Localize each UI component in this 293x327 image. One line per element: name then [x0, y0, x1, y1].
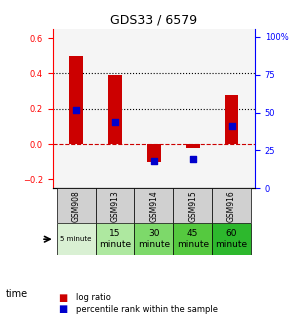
Point [190, 157, 195, 162]
Text: ■: ■ [59, 304, 68, 314]
Text: 5 minute: 5 minute [60, 236, 92, 242]
FancyBboxPatch shape [57, 223, 96, 255]
Bar [186, 144, 200, 147]
Text: 30
minute: 30 minute [138, 230, 170, 249]
Text: ■: ■ [59, 293, 68, 302]
Bar [225, 95, 239, 144]
FancyBboxPatch shape [96, 188, 134, 223]
Text: log ratio: log ratio [76, 293, 111, 302]
Text: GSM913: GSM913 [110, 190, 120, 222]
Bar [69, 56, 83, 144]
FancyBboxPatch shape [134, 223, 173, 255]
Text: GSM916: GSM916 [227, 190, 236, 222]
Text: time: time [6, 289, 28, 299]
Text: 45
minute: 45 minute [177, 230, 209, 249]
Title: GDS33 / 6579: GDS33 / 6579 [110, 14, 197, 27]
Bar [108, 75, 122, 144]
Point [113, 119, 117, 124]
Point [74, 107, 79, 112]
Text: GSM915: GSM915 [188, 190, 197, 222]
FancyBboxPatch shape [173, 223, 212, 255]
Text: percentile rank within the sample: percentile rank within the sample [76, 304, 218, 314]
Point [151, 158, 156, 164]
FancyBboxPatch shape [96, 223, 134, 255]
FancyBboxPatch shape [173, 188, 212, 223]
Bar [147, 144, 161, 162]
FancyBboxPatch shape [212, 188, 251, 223]
Text: 15
minute: 15 minute [99, 230, 131, 249]
Text: 60
minute: 60 minute [216, 230, 248, 249]
FancyBboxPatch shape [134, 188, 173, 223]
Text: GSM914: GSM914 [149, 190, 158, 222]
Point [229, 124, 234, 129]
FancyBboxPatch shape [57, 188, 96, 223]
FancyBboxPatch shape [212, 223, 251, 255]
Text: GSM908: GSM908 [71, 190, 81, 222]
